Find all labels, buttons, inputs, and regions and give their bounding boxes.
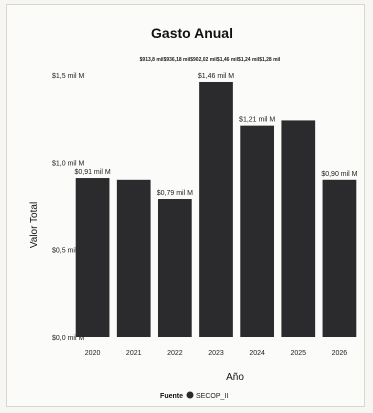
- y-tick-label: $0,0 mil M: [52, 335, 84, 342]
- x-axis: 2020 2021 2022 2023 2024 2025 2026: [85, 350, 348, 357]
- legend-item-label: SECOP_II: [196, 393, 228, 400]
- bar[interactable]: [240, 125, 275, 337]
- bar-data-label: $0,90 mil M: [321, 171, 357, 178]
- x-tick-label: 2025: [290, 350, 306, 357]
- y-tick-label: $1,5 mil M: [52, 73, 84, 80]
- bar[interactable]: [157, 199, 192, 337]
- y-axis-title: Valor Total: [29, 202, 40, 248]
- x-tick-label: 2024: [249, 350, 265, 357]
- y-tick-label: $0,5 mil M: [52, 248, 84, 255]
- bar-data-label: $0,79 mil M: [157, 190, 193, 197]
- bar-data-label: $1,46 mil M: [198, 73, 234, 80]
- chart-title: Gasto Anual: [151, 25, 233, 41]
- bar-data-label: $1,21 mil M: [239, 117, 275, 124]
- chart-subtitle: $913,8 mil$936,18 mil$902,02 mil$1,46 mi…: [140, 57, 281, 63]
- bar[interactable]: [116, 179, 151, 337]
- bar[interactable]: [199, 81, 233, 337]
- legend-swatch-icon: [186, 391, 194, 399]
- y-axis: $0,0 mil M $0,5 mil M $1,0 mil M $1,5 mil M: [52, 73, 84, 342]
- bar-series: $0,91 mil M $0,79 mil M $1,46 mil M $1,21 m…: [74, 73, 358, 337]
- x-tick-label: 2023: [208, 350, 224, 357]
- bar[interactable]: [322, 179, 357, 337]
- bar[interactable]: [281, 120, 316, 337]
- legend-title: Fuente: [160, 393, 183, 400]
- legend: Fuente SECOP_II: [160, 391, 228, 400]
- x-tick-label: 2022: [167, 350, 183, 357]
- x-axis-title: Año: [226, 372, 244, 383]
- y-tick-label: $1,0 mil M: [52, 160, 84, 167]
- bar[interactable]: [75, 178, 110, 337]
- bar-data-label: $0,91 mil M: [74, 169, 110, 176]
- x-tick-label: 2020: [85, 350, 101, 357]
- x-tick-label: 2021: [126, 350, 142, 357]
- x-tick-label: 2026: [332, 350, 348, 357]
